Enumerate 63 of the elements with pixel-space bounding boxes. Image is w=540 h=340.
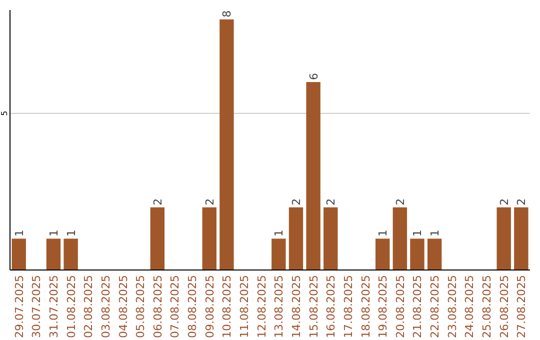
x-tick-label: 09.08.2025: [203, 275, 216, 338]
bar: [46, 238, 61, 270]
data-label: 1: [428, 230, 442, 237]
x-tick-label: 15.08.2025: [307, 275, 320, 338]
bar: [150, 207, 165, 270]
x-tick-label: 11.08.2025: [238, 275, 252, 338]
bar: [64, 238, 78, 270]
data-label: 2: [203, 198, 216, 206]
bar: [324, 207, 338, 270]
x-tick-label: 30.07.2025: [30, 275, 44, 338]
bar: [392, 207, 408, 270]
x-tick-label: 12.08.2025: [255, 275, 268, 338]
x-tick-label: 23.08.2025: [446, 275, 459, 338]
data-label: 2: [394, 198, 407, 206]
data-label: 1: [376, 230, 390, 237]
x-tick-label: 24.08.2025: [463, 275, 476, 338]
data-label: 2: [290, 198, 303, 206]
bar: [496, 207, 511, 270]
bar: [306, 82, 320, 270]
x-tick-label: 20.08.2025: [394, 275, 407, 338]
x-tick-label: 06.08.2025: [151, 275, 164, 338]
x-tick-label: 16.08.2025: [324, 275, 338, 338]
x-tick-label: 14.08.2025: [290, 275, 303, 338]
bar: [288, 207, 304, 270]
x-tick-label: 29.07.2025: [12, 275, 26, 338]
x-tick-label: 04.08.2025: [116, 275, 130, 338]
x-tick-label: 19.08.2025: [376, 275, 390, 338]
x-tick-label: 03.08.2025: [99, 275, 112, 338]
data-label: 2: [324, 198, 338, 206]
x-tick-label: 22.08.2025: [428, 275, 442, 338]
data-label: 1: [272, 230, 286, 237]
x-tick-label: 25.08.2025: [480, 275, 494, 338]
bar: [410, 238, 424, 270]
data-label: 6: [307, 73, 320, 80]
data-label: 2: [498, 198, 511, 206]
bar: [514, 207, 528, 270]
x-tick-label: 01.08.2025: [64, 275, 78, 338]
x-tick-label: 10.08.2025: [220, 275, 234, 338]
x-tick-label: 27.08.2025: [515, 275, 528, 338]
bar: [12, 238, 26, 270]
bar: [375, 238, 390, 270]
x-tick-label: 02.08.2025: [82, 275, 96, 338]
y-tick-label: 5: [0, 110, 9, 116]
x-tick-label: 07.08.2025: [168, 275, 182, 338]
data-label: 1: [47, 230, 60, 237]
data-label: 1: [12, 230, 26, 237]
x-tick-label: 26.08.2025: [498, 275, 511, 338]
bar: [272, 238, 286, 270]
x-tick-label: 08.08.2025: [186, 275, 200, 338]
data-label: 2: [515, 198, 528, 206]
x-tick-label: 05.08.2025: [134, 275, 148, 338]
data-label: 1: [64, 230, 78, 237]
data-label: 1: [411, 230, 424, 237]
x-tick-label: 31.07.2025: [47, 275, 60, 338]
bar: [220, 19, 234, 270]
x-tick-label: 18.08.2025: [359, 275, 372, 338]
x-tick-label: 13.08.2025: [272, 275, 286, 338]
bar: [427, 238, 442, 270]
data-label: 2: [151, 198, 164, 206]
bar: [202, 207, 216, 270]
x-tick-label: 17.08.2025: [342, 275, 355, 338]
data-label: 8: [220, 10, 234, 18]
x-tick-label: 21.08.2025: [411, 275, 424, 338]
